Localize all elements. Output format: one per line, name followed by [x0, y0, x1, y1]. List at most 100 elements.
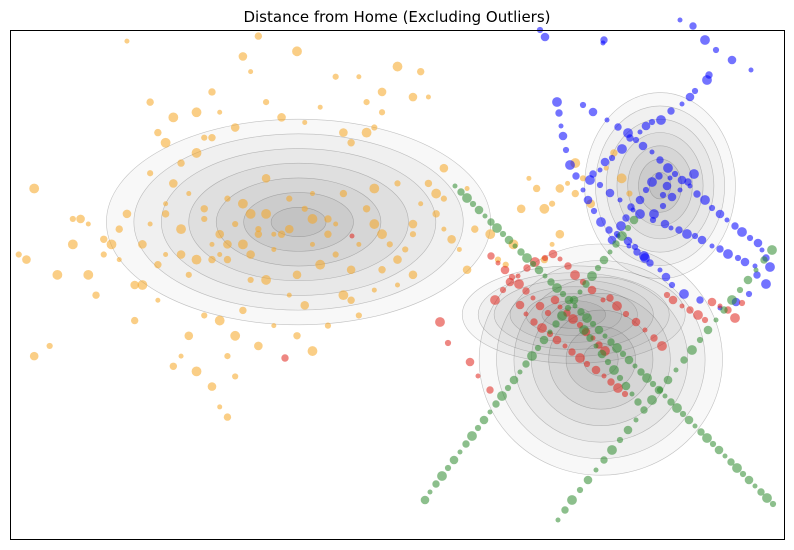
- series-0-point: [254, 341, 263, 351]
- series-3-point: [679, 410, 687, 418]
- series-3-point: [672, 403, 682, 413]
- series-3-point: [527, 351, 537, 361]
- series-0-point: [416, 67, 425, 76]
- series-0-point: [332, 251, 339, 258]
- series-0-point: [29, 183, 40, 194]
- series-2-point: [557, 256, 563, 262]
- series-3-point: [474, 424, 482, 432]
- series-0-point: [271, 231, 277, 237]
- series-3-point: [633, 417, 639, 423]
- series-0-point: [201, 134, 208, 141]
- series-1-point: [737, 227, 747, 237]
- series-0-point: [230, 330, 241, 341]
- series-1-point: [635, 209, 645, 219]
- series-0-point: [363, 99, 370, 106]
- series-0-point: [286, 195, 293, 202]
- series-2-point: [600, 297, 606, 303]
- series-2-point: [707, 297, 717, 307]
- series-1-point: [682, 229, 692, 239]
- series-0-point: [347, 139, 355, 147]
- series-2-point: [495, 260, 501, 266]
- series-0-point: [377, 229, 387, 240]
- series-1-point: [649, 149, 655, 155]
- series-3-point: [539, 335, 549, 345]
- series-1-point: [689, 22, 697, 30]
- series-0-point: [184, 331, 194, 341]
- series-3-point: [557, 311, 567, 321]
- series-1-point: [677, 187, 683, 193]
- series-1-point: [656, 156, 664, 164]
- series-0-point: [603, 165, 609, 171]
- series-3-point: [624, 355, 634, 365]
- series-0-point: [208, 133, 216, 142]
- series-0-point: [223, 255, 232, 264]
- series-0-point: [116, 257, 122, 263]
- series-1-point: [663, 163, 673, 173]
- series-1-point: [623, 128, 633, 138]
- series-1-point: [616, 221, 626, 231]
- series-3-point: [444, 464, 452, 472]
- series-2-point: [606, 294, 614, 302]
- series-3-point: [767, 245, 777, 255]
- series-2-point: [575, 353, 585, 363]
- series-3-point: [743, 275, 753, 285]
- series-3-point: [727, 458, 735, 466]
- series-0-point: [217, 252, 223, 258]
- series-2-point: [570, 270, 580, 280]
- series-3-point: [637, 368, 645, 376]
- series-0-point: [67, 239, 78, 250]
- series-3-point: [713, 317, 719, 323]
- series-3-point: [684, 415, 694, 425]
- series-1-point: [740, 257, 750, 267]
- series-3-point: [552, 320, 560, 328]
- series-3-point: [593, 343, 599, 349]
- series-1-point: [637, 129, 643, 135]
- series-0-point: [147, 170, 154, 177]
- series-1-point: [745, 290, 753, 298]
- series-0-point: [324, 215, 332, 223]
- series-3-point: [623, 425, 633, 435]
- series-1-point: [677, 17, 683, 23]
- series-0-point: [106, 239, 117, 250]
- series-3-point: [587, 271, 597, 281]
- series-3-point: [753, 267, 759, 273]
- series-1-point: [596, 217, 606, 227]
- series-1-point: [697, 235, 707, 245]
- series-3-point: [579, 325, 589, 335]
- series-3-point: [457, 449, 463, 455]
- series-1-point: [656, 115, 666, 125]
- series-3-point: [487, 218, 495, 226]
- series-0-point: [238, 198, 248, 209]
- series-0-point: [232, 373, 239, 380]
- series-3-point: [569, 295, 579, 305]
- series-3-point: [577, 308, 585, 316]
- series-2-point: [486, 386, 494, 394]
- series-0-point: [138, 240, 147, 249]
- series-3-point: [589, 320, 597, 328]
- series-0-point: [207, 382, 217, 391]
- series-3-point: [722, 453, 728, 459]
- series-3-point: [616, 436, 624, 444]
- series-3-point: [769, 500, 777, 508]
- series-1-point: [689, 169, 699, 179]
- series-3-point: [642, 373, 652, 383]
- series-0-point: [115, 225, 123, 233]
- series-0-point: [440, 195, 447, 202]
- series-0-point: [146, 98, 154, 106]
- series-3-point: [629, 391, 635, 397]
- series-1-point: [667, 175, 673, 181]
- series-0-point: [539, 203, 550, 214]
- series-0-point: [555, 184, 565, 193]
- series-2-point: [550, 295, 560, 305]
- series-1-point: [759, 247, 765, 253]
- series-3-point: [547, 329, 553, 335]
- series-0-point: [208, 88, 216, 96]
- series-1-point: [597, 167, 603, 173]
- series-1-point: [633, 248, 641, 256]
- series-0-point: [425, 94, 431, 100]
- series-3-point: [714, 445, 724, 455]
- series-3-point: [529, 260, 537, 268]
- series-1-point: [679, 101, 685, 107]
- series-1-point: [761, 279, 771, 289]
- series-3-point: [517, 248, 525, 256]
